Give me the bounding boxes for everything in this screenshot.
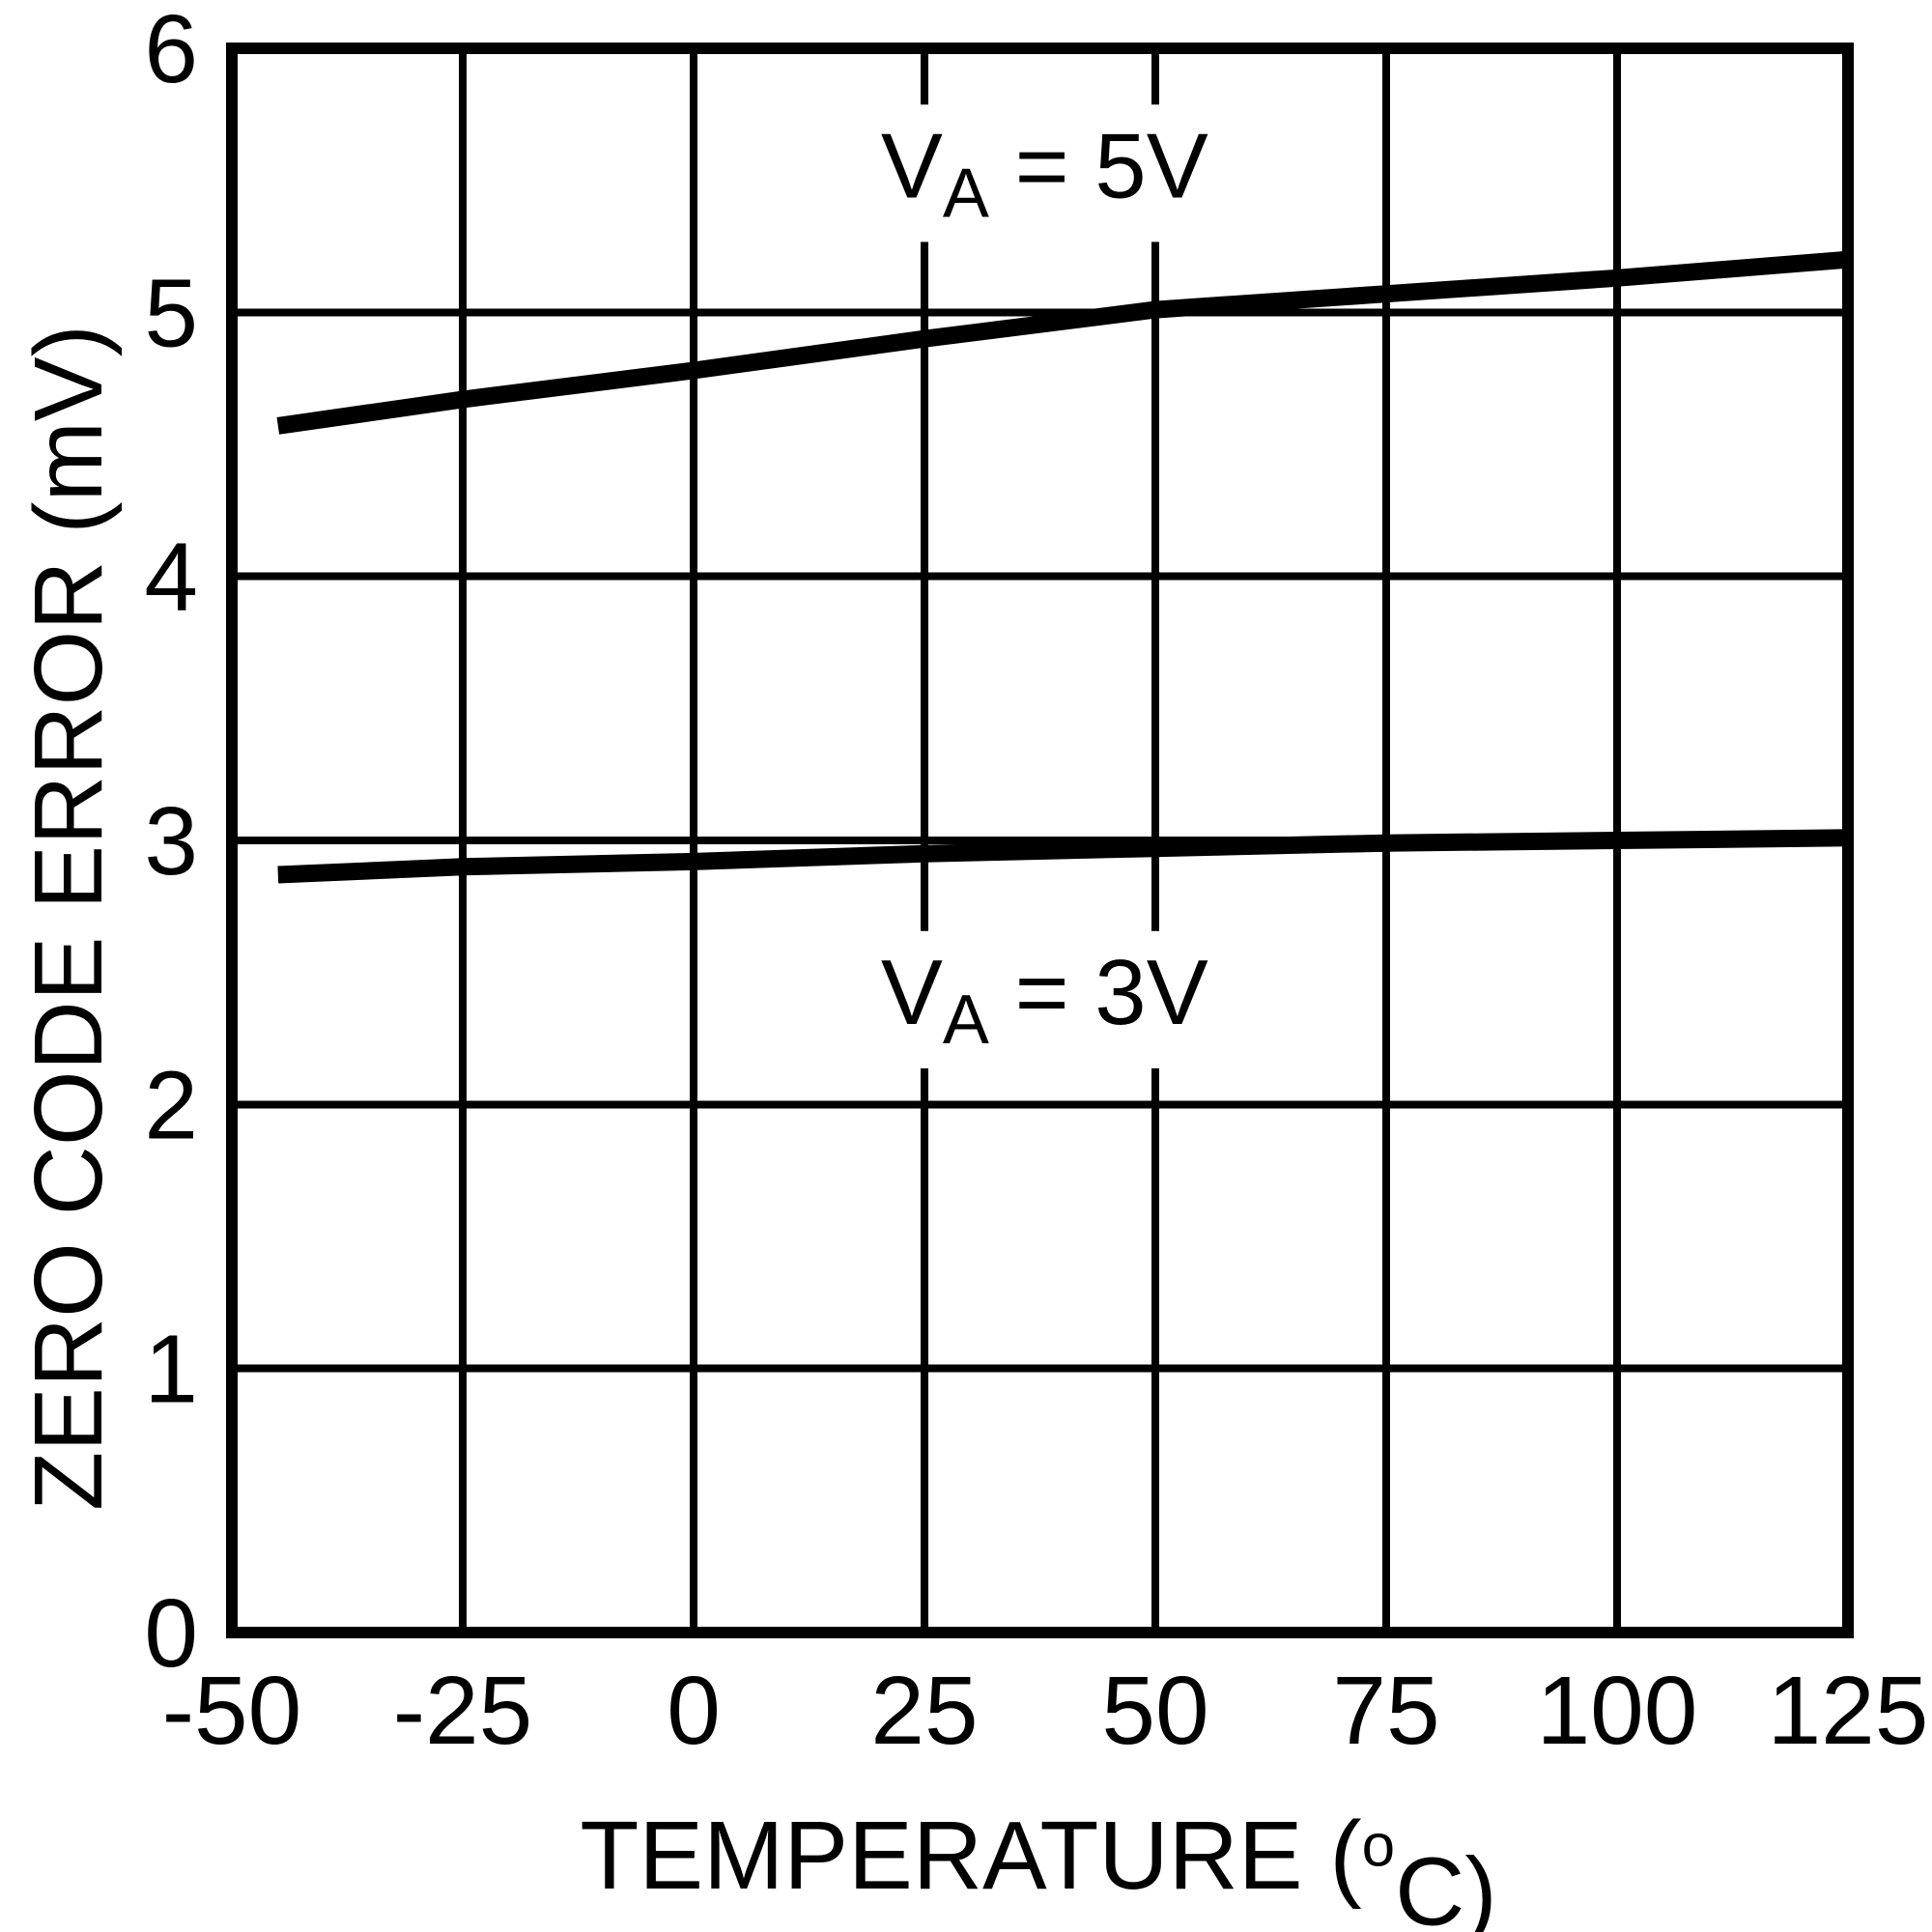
- series-annotation: VA = 5V: [881, 114, 1208, 232]
- series-annotation: VA = 3V: [881, 941, 1208, 1059]
- y-tick-label: 6: [144, 0, 198, 103]
- tick-labels-layer: -50 -25 0 25 50 75 100 125 0 1 2 3 4 5 6: [144, 0, 1928, 1765]
- x-tick-label: 75: [1332, 1657, 1439, 1765]
- y-tick-label: 4: [144, 524, 198, 632]
- y-tick-label: 0: [144, 1579, 198, 1688]
- x-tick-label: 0: [667, 1657, 721, 1765]
- y-axis-label: ZERO CODE ERROR (mV): [14, 325, 123, 1511]
- y-tick-label: 5: [144, 259, 198, 367]
- x-tick-label: 125: [1768, 1657, 1929, 1765]
- x-tick-label: -25: [393, 1657, 533, 1765]
- annotation-layer: VA = 5V VA = 3V: [865, 104, 1224, 1068]
- series-layer: [276, 250, 1849, 884]
- y-tick-label: 2: [144, 1051, 198, 1159]
- y-tick-label: 1: [144, 1316, 198, 1424]
- x-tick-label: -50: [162, 1657, 302, 1765]
- grid-layer: [232, 48, 1848, 1633]
- x-axis-label: TEMPERATURE (oC): [580, 1802, 1496, 1932]
- series-line: [277, 829, 1849, 884]
- series-line: [276, 250, 1849, 435]
- annotation-mask: [865, 930, 1224, 1068]
- annotation-mask: [865, 104, 1224, 242]
- x-tick-label: 25: [870, 1657, 978, 1765]
- x-tick-label: 50: [1101, 1657, 1208, 1765]
- plot-frame: [226, 43, 1854, 1638]
- x-tick-label: 100: [1537, 1657, 1698, 1765]
- y-tick-label: 3: [144, 787, 198, 895]
